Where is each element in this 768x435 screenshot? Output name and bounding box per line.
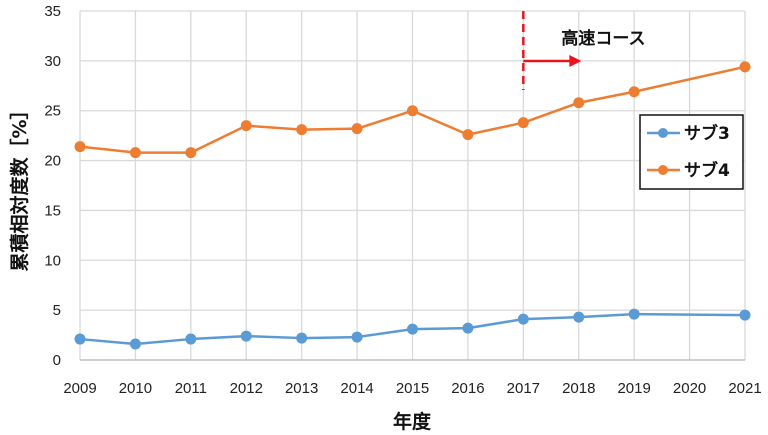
x-axis-title: 年度 bbox=[393, 410, 432, 433]
x-tick-label: 2013 bbox=[285, 380, 318, 397]
series-sub3 bbox=[74, 308, 751, 350]
data-point-marker bbox=[462, 322, 474, 334]
data-point-marker bbox=[628, 308, 640, 320]
legend-marker-icon bbox=[658, 165, 668, 175]
data-point-marker bbox=[573, 311, 585, 323]
data-point-marker bbox=[240, 330, 252, 342]
data-point-marker bbox=[129, 338, 141, 350]
x-tick-label: 2015 bbox=[396, 380, 429, 397]
data-point-marker bbox=[351, 123, 363, 135]
x-tick-label: 2016 bbox=[451, 380, 484, 397]
data-point-marker bbox=[185, 333, 197, 345]
y-tick-label: 10 bbox=[44, 252, 61, 269]
legend: サブ3 サブ4 bbox=[639, 114, 744, 190]
data-point-marker bbox=[185, 147, 197, 159]
data-point-marker bbox=[517, 313, 529, 325]
legend-label-sub3: サブ3 bbox=[684, 123, 730, 144]
x-tick-label: 2019 bbox=[617, 380, 650, 397]
data-point-marker bbox=[739, 61, 751, 73]
data-point-marker bbox=[628, 86, 640, 98]
data-point-marker bbox=[407, 105, 418, 117]
data-point-marker bbox=[74, 141, 86, 153]
x-tick-label: 2014 bbox=[340, 380, 373, 397]
data-point-marker bbox=[129, 147, 141, 159]
x-tick-label: 2011 bbox=[175, 380, 207, 397]
x-tick-label: 2010 bbox=[119, 380, 152, 397]
y-tick-label: 15 bbox=[44, 202, 61, 219]
x-axis-ticks: 2009 2010 2011 2012 2013 2014 2015 2016 2017 2018… bbox=[63, 380, 761, 397]
series-group bbox=[74, 61, 751, 350]
y-tick-label: 5 bbox=[53, 302, 61, 319]
y-axis-title: 累積相対度数［%］ bbox=[8, 100, 31, 271]
annotation-high-speed-course: 高速コース bbox=[522, 11, 645, 90]
data-point-marker bbox=[462, 129, 474, 141]
data-point-marker bbox=[296, 332, 308, 344]
x-tick-label: 2012 bbox=[230, 380, 263, 397]
legend-label-sub4: サブ4 bbox=[684, 160, 730, 181]
data-point-marker bbox=[739, 309, 751, 321]
data-point-marker bbox=[407, 323, 418, 335]
data-point-marker bbox=[74, 333, 86, 345]
x-tick-label: 2018 bbox=[562, 380, 595, 397]
y-tick-label: 20 bbox=[44, 153, 61, 170]
y-tick-label: 25 bbox=[44, 103, 61, 120]
series-line bbox=[79, 312, 746, 346]
x-tick-label: 2009 bbox=[63, 380, 96, 397]
y-tick-label: 35 bbox=[44, 3, 61, 20]
series-sub4 bbox=[74, 61, 751, 159]
data-point-marker bbox=[296, 124, 308, 136]
y-tick-label: 30 bbox=[44, 53, 61, 70]
x-tick-label: 2017 bbox=[507, 380, 540, 397]
data-point-marker bbox=[573, 97, 585, 109]
series-line bbox=[79, 65, 746, 154]
arrow-right-icon bbox=[569, 55, 582, 67]
x-tick-label: 2020 bbox=[673, 380, 706, 397]
y-tick-label: 0 bbox=[53, 352, 61, 369]
legend-item-sub4: サブ4 bbox=[647, 160, 730, 181]
x-tick-label: 2021 bbox=[728, 380, 761, 397]
legend-marker-icon bbox=[658, 128, 668, 138]
y-axis-ticks: 0 5 10 15 20 25 30 35 bbox=[44, 3, 61, 369]
legend-item-sub3: サブ3 bbox=[647, 123, 730, 144]
data-point-marker bbox=[240, 120, 252, 132]
data-point-marker bbox=[351, 331, 363, 343]
legend-box bbox=[639, 114, 744, 190]
data-point-marker bbox=[517, 117, 529, 129]
annotation-label: 高速コース bbox=[561, 28, 645, 49]
